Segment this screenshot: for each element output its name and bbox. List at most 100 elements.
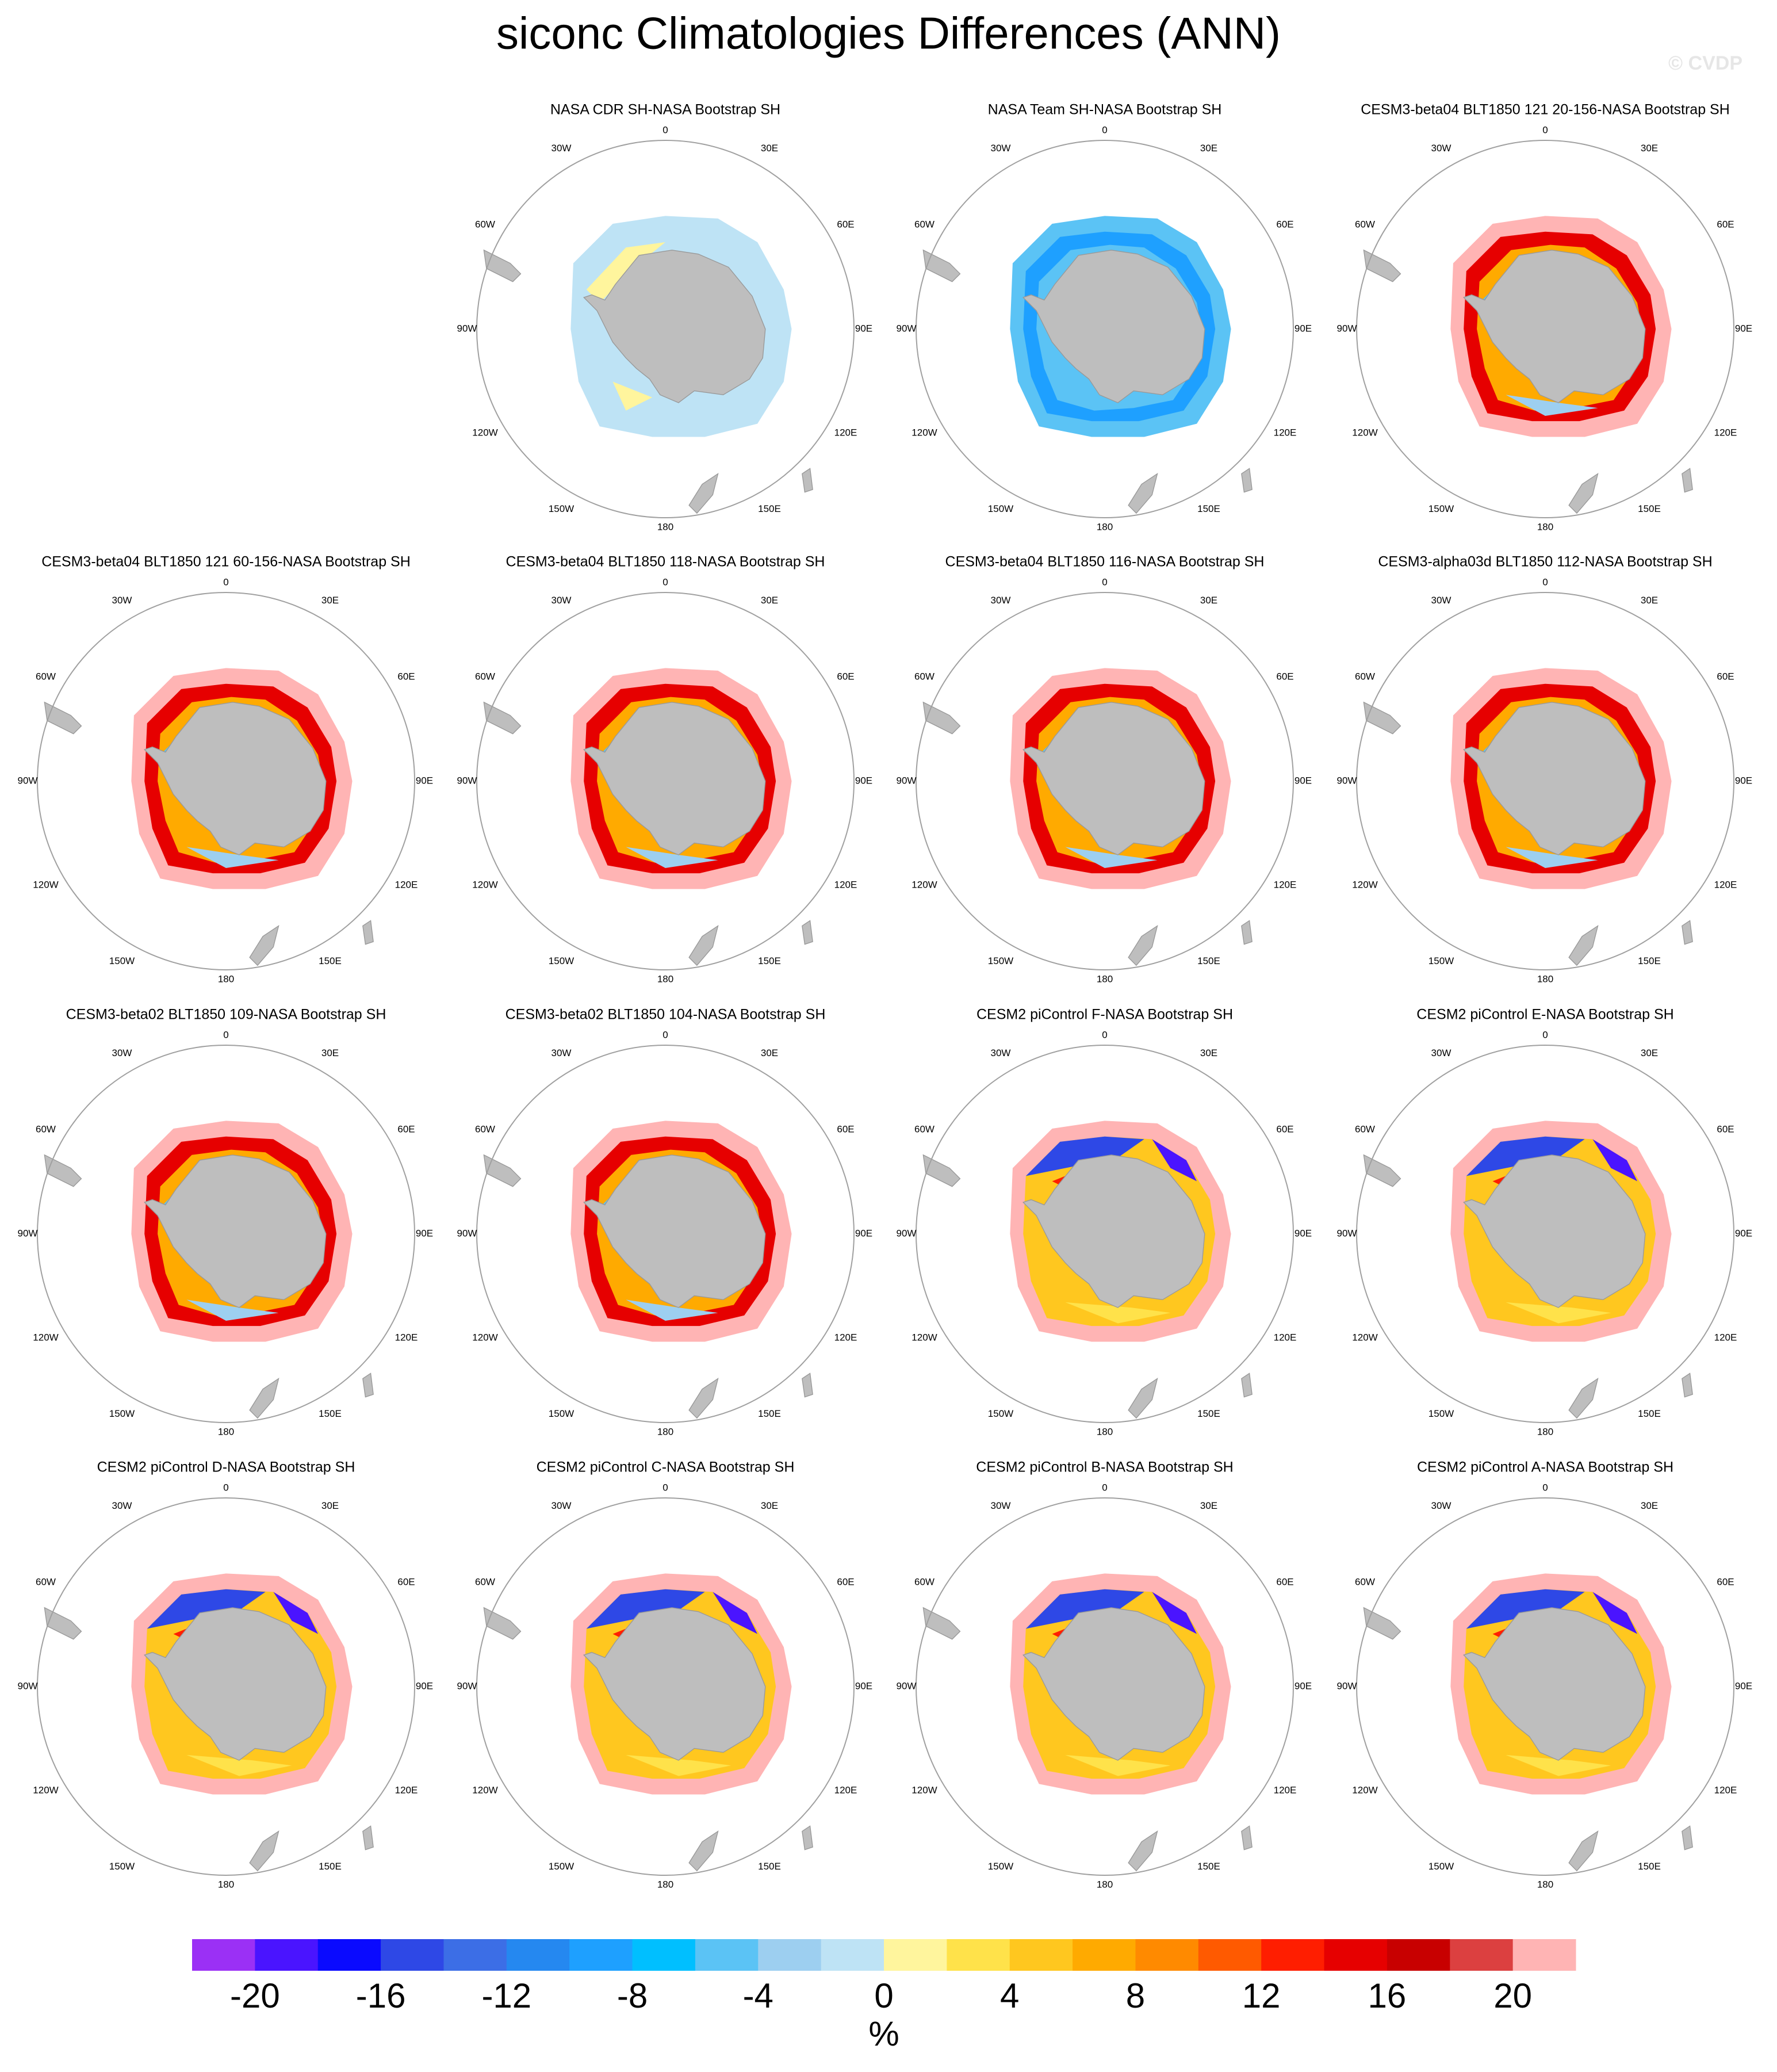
lon-label: 120E	[834, 1784, 857, 1795]
lon-label: 30E	[1641, 1500, 1658, 1511]
map-boundary	[476, 1497, 855, 1876]
lon-label: 150E	[1638, 503, 1661, 514]
lon-label: 90E	[855, 323, 872, 334]
lon-label: 90E	[1295, 1228, 1312, 1238]
lon-label: 90W	[1337, 1228, 1357, 1238]
lon-label: 90E	[1295, 775, 1312, 786]
map-panel: CESM2 piControl E-NASA Bootstrap SH 0 30E 6…	[1337, 1007, 1753, 1438]
lon-label: 150W	[988, 1408, 1013, 1419]
lon-label: 90W	[897, 1228, 917, 1238]
lon-label: 60E	[1276, 1123, 1293, 1134]
lon-label: 180	[657, 1879, 673, 1890]
colorbar-tick-label: -8	[617, 1977, 648, 2015]
lon-label: 180	[1537, 1879, 1553, 1890]
lon-label: 150W	[109, 1408, 135, 1419]
lon-label: 30E	[761, 595, 778, 606]
lon-label: 60W	[475, 1123, 495, 1134]
colorbar-box	[1512, 1939, 1576, 1971]
lon-label: 0	[662, 576, 668, 587]
lon-label: 150W	[109, 955, 135, 966]
colorbar-box	[1387, 1939, 1450, 1971]
lon-label: 180	[1537, 1426, 1553, 1437]
map-panel: CESM2 piControl F-NASA Bootstrap SH 0 30E 6…	[897, 1007, 1312, 1438]
colorbar-box	[1009, 1939, 1073, 1971]
map-boundary	[916, 592, 1294, 970]
lon-label: 90W	[897, 775, 917, 786]
lon-label: 150E	[1638, 955, 1661, 966]
lon-label: 120E	[1274, 1332, 1297, 1343]
lon-label: 120E	[1714, 879, 1737, 890]
lon-label: 120E	[834, 427, 857, 438]
map-field	[923, 1121, 1252, 1418]
lon-label: 180	[657, 521, 673, 532]
lon-label: 60E	[837, 1123, 854, 1134]
lon-label: 120E	[1714, 1332, 1737, 1343]
lon-label: 120W	[33, 879, 58, 890]
lon-label: 120W	[1352, 1332, 1377, 1343]
map-boundary	[37, 1497, 415, 1876]
lon-label: 120W	[33, 1332, 58, 1343]
lon-label: 0	[1102, 1029, 1107, 1040]
map-field	[923, 1573, 1252, 1871]
lon-label: 60W	[36, 671, 56, 682]
colorbar-box	[947, 1939, 1010, 1971]
lon-label: 90E	[416, 1228, 433, 1238]
map-panel: CESM3-beta04 BLT1850 118-NASA Bootstrap …	[457, 554, 873, 985]
lon-label: 120W	[472, 1332, 497, 1343]
lon-label: 30W	[1431, 1048, 1452, 1058]
lon-label: 90E	[1735, 1228, 1752, 1238]
map-boundary	[916, 1045, 1294, 1423]
lon-label: 150E	[1197, 955, 1220, 966]
map-field	[1364, 1573, 1692, 1871]
map-panel: CESM2 piControl C-NASA Bootstrap SH 0 30E 6…	[457, 1459, 873, 1890]
map-field	[44, 1573, 373, 1871]
panel-title: CESM2 piControl A-NASA Bootstrap SH	[1417, 1459, 1673, 1475]
colorbar-box	[695, 1939, 759, 1971]
lon-label: 120W	[472, 879, 497, 890]
lon-label: 150E	[758, 503, 781, 514]
lon-label: 150E	[758, 1408, 781, 1419]
lon-label: 120E	[834, 879, 857, 890]
lon-label: 30E	[1200, 595, 1217, 606]
lon-label: 90W	[897, 1680, 917, 1691]
lon-label: 150E	[1197, 1408, 1220, 1419]
lon-label: 120E	[1274, 427, 1297, 438]
colorbar-box	[1324, 1939, 1388, 1971]
lon-label: 150W	[988, 1861, 1013, 1872]
lon-label: 150E	[758, 955, 781, 966]
lon-label: 60E	[1717, 219, 1734, 230]
lon-label: 120W	[1352, 427, 1377, 438]
lon-label: 180	[218, 1426, 234, 1437]
lon-label: 90E	[855, 1228, 872, 1238]
map-boundary	[37, 1045, 415, 1423]
colorbar-box	[255, 1939, 319, 1971]
panel-title: CESM2 piControl F-NASA Bootstrap SH	[976, 1007, 1233, 1023]
lon-label: 60E	[837, 671, 854, 682]
lon-label: 0	[1102, 576, 1107, 587]
lon-label: 0	[223, 1482, 228, 1493]
lon-label: 180	[218, 973, 234, 984]
lon-label: 120W	[472, 1784, 497, 1795]
map-boundary	[1356, 140, 1734, 518]
lon-label: 30E	[1641, 595, 1658, 606]
map-panel: CESM3-beta02 BLT1850 109-NASA Bootstrap …	[18, 1007, 434, 1438]
lon-label: 60E	[837, 1576, 854, 1587]
lon-label: 30W	[1431, 595, 1452, 606]
panel-title: CESM3-beta02 BLT1850 109-NASA Bootstrap …	[66, 1007, 386, 1023]
lon-label: 30E	[321, 1048, 339, 1058]
colorbar-box	[758, 1939, 822, 1971]
map-panel: NASA CDR SH-NASA Bootstrap SH 0 30E 60E 90E 1…	[457, 102, 873, 533]
lon-label: 120E	[1274, 879, 1297, 890]
panel-title: CESM3-beta04 BLT1850 116-NASA Bootstrap …	[945, 554, 1265, 570]
map-field	[1364, 216, 1692, 513]
lon-label: 0	[1542, 1482, 1548, 1493]
lon-label: 90W	[18, 1228, 38, 1238]
map-field	[44, 668, 373, 965]
lon-label: 0	[662, 124, 668, 135]
lon-label: 60W	[914, 1123, 935, 1134]
lon-label: 90W	[18, 775, 38, 786]
lon-label: 30E	[1200, 1048, 1217, 1058]
map-panel: CESM3-beta02 BLT1850 104-NASA Bootstrap …	[457, 1007, 873, 1438]
lon-label: 150E	[758, 1861, 781, 1872]
map-boundary	[1356, 1497, 1734, 1876]
